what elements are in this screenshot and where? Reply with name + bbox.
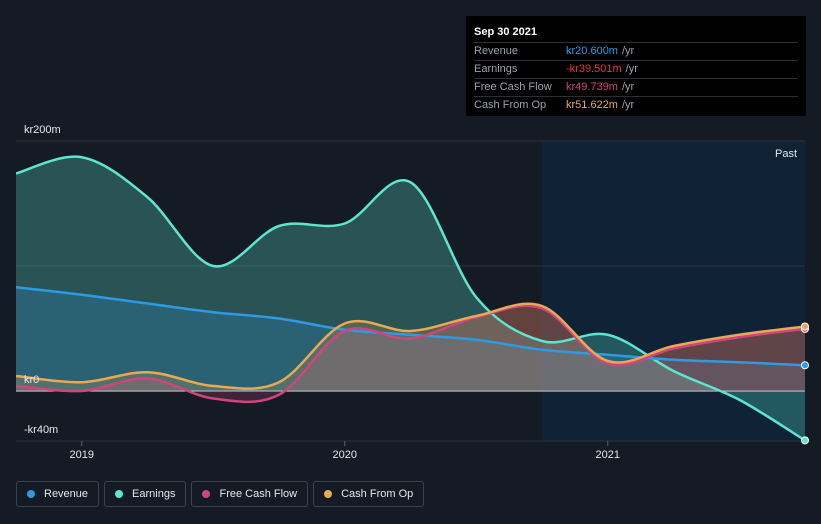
line-cash-from-op: [16, 302, 805, 390]
end-point-revenue: [801, 361, 809, 370]
legend-label: Cash From Op: [341, 488, 414, 500]
legend: Revenue Earnings Free Cash Flow Cash Fro…: [16, 481, 425, 507]
tooltip-label: Cash From Op: [474, 99, 547, 111]
end-point-cash-from-op: [801, 322, 809, 331]
x-tick-label: 2021: [596, 449, 620, 461]
series-lines: [16, 155, 805, 441]
tooltip-value: kr20.600m: [566, 45, 618, 57]
legend-dot-icon: [27, 490, 35, 498]
tooltip-unit: /yr: [625, 63, 638, 75]
area-free-cash-flow: [16, 305, 805, 402]
area-earnings: [16, 156, 805, 441]
y-tick-label: kr0: [24, 374, 39, 386]
end-point-earnings: [801, 436, 809, 445]
legend-item-free-cash-flow[interactable]: Free Cash Flow: [191, 481, 309, 507]
y-tick-label: kr200m: [24, 124, 61, 136]
tooltip-row-revenue: Revenue kr20.600m /yr: [474, 42, 798, 60]
gridlines: [16, 140, 805, 442]
legend-label: Free Cash Flow: [219, 488, 298, 500]
tooltip-row-free-cash-flow: Free Cash Flow kr49.739m /yr: [474, 78, 798, 96]
tooltip-value: kr51.622m: [566, 99, 618, 111]
tooltip-value: -kr39.501m: [566, 63, 622, 75]
legend-dot-icon: [115, 490, 124, 498]
legend-dot-icon: [324, 490, 333, 498]
line-earnings: [16, 155, 805, 441]
legend-item-revenue[interactable]: Revenue: [16, 481, 100, 507]
tooltip-label: Revenue: [474, 45, 519, 57]
tooltip: Sep 30 2021 Revenue kr20.600m /yr Earnin…: [466, 16, 806, 116]
tooltip-label: Free Cash Flow: [474, 81, 552, 93]
tooltip-unit: /yr: [621, 45, 635, 57]
legend-item-earnings[interactable]: Earnings: [104, 481, 187, 507]
x-tick-label: 2019: [70, 449, 94, 461]
series-end-points: [801, 322, 809, 445]
legend-dot-icon: [202, 490, 211, 498]
y-axis-labels: kr200m kr0 -kr40m: [24, 124, 61, 436]
tooltip-unit: /yr: [621, 99, 635, 111]
line-free-cash-flow: [16, 304, 805, 404]
legend-label: Revenue: [44, 488, 89, 500]
legend-item-cash-from-op[interactable]: Cash From Op: [313, 481, 425, 507]
x-axis-labels: 2019 2020 2021: [70, 441, 620, 461]
area-cash-from-op: [16, 303, 805, 391]
tooltip-date: Sep 30 2021: [474, 26, 537, 38]
line-revenue: [16, 286, 805, 367]
legend-label: Earnings: [132, 488, 176, 500]
tooltip-label: Earnings: [474, 63, 518, 75]
past-label: Past: [775, 148, 797, 160]
tooltip-unit: /yr: [621, 81, 635, 93]
y-tick-label: -kr40m: [24, 424, 58, 436]
x-tick-label: 2020: [333, 449, 357, 461]
tooltip-row-earnings: Earnings -kr39.501m /yr: [474, 60, 798, 78]
tooltip-row-cash-from-op: Cash From Op kr51.622m /yr: [474, 96, 798, 114]
tooltip-value: kr49.739m: [566, 81, 618, 93]
